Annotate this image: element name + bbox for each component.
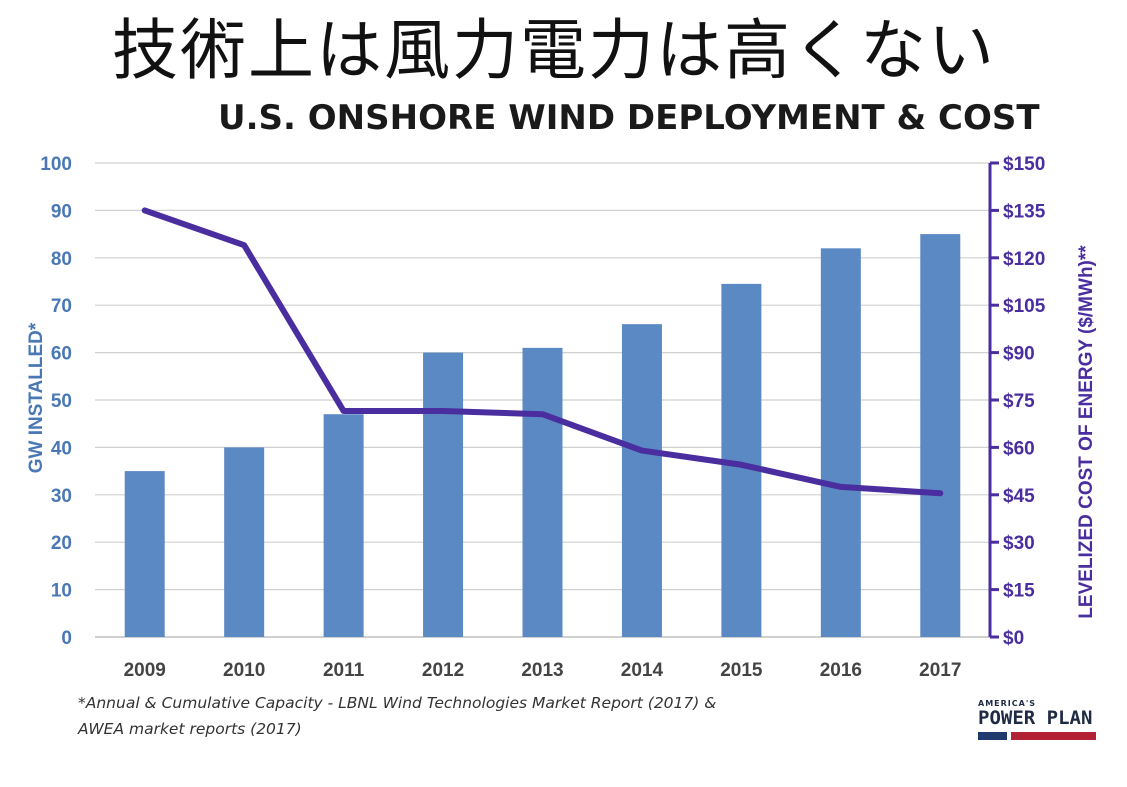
y2-tick-label: $90 (1003, 344, 1035, 365)
x-tick-label: 2010 (223, 660, 265, 681)
bar (224, 447, 265, 637)
y2-tick-label: $120 (1003, 249, 1045, 270)
y-tick-label: 70 (51, 296, 72, 317)
y2-tick-label: $15 (1003, 581, 1035, 602)
y2-axis-title: LEVELIZED COST OF ENERGY ($/MWh)** (1076, 245, 1097, 619)
bar (522, 347, 563, 637)
y2-tick-label: $60 (1003, 438, 1035, 459)
y-axis-title: GW INSTALLED* (26, 322, 47, 473)
x-tick-label: 2012 (422, 660, 464, 681)
x-tick-label: 2014 (621, 660, 664, 681)
y-tick-label: 10 (51, 581, 72, 602)
x-tick-label: 2017 (919, 660, 961, 681)
y-tick-label: 50 (51, 391, 72, 412)
page-title: 技術上は風力電力は高くない (112, 12, 996, 89)
x-tick-label: 2016 (820, 660, 862, 681)
x-tick-label: 2009 (124, 660, 166, 681)
x-tick-label: 2015 (720, 660, 763, 681)
y2-tick-label: $45 (1003, 486, 1035, 507)
bar (423, 352, 464, 637)
americas-power-plan-logo: AMERICA'S POWER PLAN (978, 700, 1098, 740)
y2-tick-label: $105 (1003, 296, 1046, 317)
y2-tick-label: $30 (1003, 533, 1035, 554)
y-tick-label: 100 (40, 154, 72, 175)
y-tick-label: 20 (51, 533, 72, 554)
bar (820, 248, 861, 637)
cost-line (141, 207, 944, 497)
y-tick-label: 90 (51, 201, 72, 222)
footnote: *Annual & Cumulative Capacity - LBNL Win… (78, 690, 838, 742)
bar (920, 234, 961, 637)
y-tick-label: 30 (51, 486, 72, 507)
y-tick-label: 0 (61, 628, 72, 649)
bar (621, 324, 662, 637)
y-tick-label: 80 (51, 249, 72, 270)
logo-main-text: POWER PLAN (978, 707, 1093, 729)
y2-tick-label: $150 (1003, 154, 1045, 175)
x-tick-label: 2013 (521, 660, 563, 681)
chart-title: U.S. ONSHORE WIND DEPLOYMENT & COST (218, 98, 1040, 138)
bar (323, 414, 364, 637)
x-tick-label: 2011 (323, 660, 365, 681)
y2-tick-label: $75 (1003, 391, 1035, 412)
footnote-line-1: *Annual & Cumulative Capacity - LBNL Win… (78, 694, 717, 712)
y2-tick-label: $135 (1003, 201, 1046, 222)
y2-tick-label: $0 (1003, 628, 1024, 649)
y-tick-label: 40 (51, 438, 72, 459)
logo-stripe (978, 731, 1096, 740)
y-tick-label: 60 (51, 344, 72, 365)
logo-top-text: AMERICA'S (978, 699, 1037, 708)
footnote-line-2: AWEA market reports (2017) (78, 720, 302, 738)
bar (124, 471, 165, 637)
